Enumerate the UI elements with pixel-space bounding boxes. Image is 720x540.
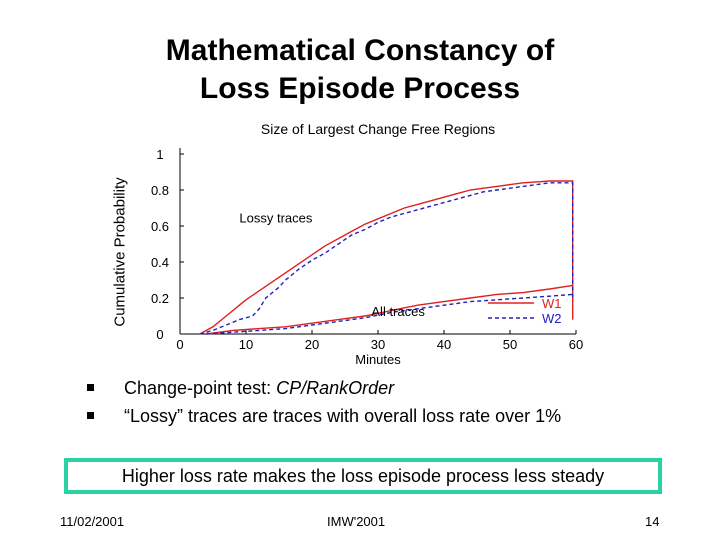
x-axis-label: Minutes [355, 352, 401, 367]
footer-venue: IMW'2001 [327, 514, 386, 529]
series-line-w1-all [206, 284, 573, 335]
series-line-w2-all [206, 293, 573, 335]
bullet-item-2: “Lossy” traces are traces with overall l… [84, 404, 704, 432]
y-tick-label-0: 0 [156, 327, 163, 342]
bullet-item-1: Change-point test: CP/RankOrder [84, 376, 704, 404]
y-axis-label: Cumulative Probability [111, 177, 129, 327]
y-tick-label-3: 0.6 [151, 219, 169, 234]
annotation-0: Lossy traces [239, 210, 312, 225]
chart-title: Size of Largest Change Free Regions [261, 121, 495, 137]
bullet-2-text: “Lossy” traces are traces with overall l… [124, 406, 562, 426]
x-tick-label-5: 50 [503, 337, 517, 352]
x-tick-label-1: 10 [239, 337, 253, 352]
footer-page-number: 14 [645, 514, 660, 529]
callout-text: Higher loss rate makes the loss episode … [121, 466, 605, 486]
x-tick-label-4: 40 [437, 337, 451, 352]
bullet-square-icon [87, 384, 94, 391]
legend-label-w1: W1 [542, 296, 562, 311]
bullet-list: Change-point test: CP/RankOrder “Lossy” … [84, 376, 704, 432]
x-tick-label-6: 60 [569, 337, 583, 352]
y-tick-label-4: 0.8 [151, 183, 169, 198]
footer-date: 11/02/2001 [60, 514, 125, 529]
x-tick-label-0: 0 [176, 337, 183, 352]
legend-label-w2: W2 [542, 311, 562, 326]
series-line-w1-lossy [199, 180, 574, 335]
x-tick-label-2: 20 [305, 337, 319, 352]
bullet-1-italic: CP/RankOrder [276, 378, 395, 398]
callout-box: Higher loss rate makes the loss episode … [64, 458, 662, 494]
y-tick-label-1: 0.2 [151, 291, 169, 306]
cdf-chart: Size of Largest Change Free Regions 0 0.2 0… [151, 121, 583, 367]
title-line-1: Mathematical Constancy of [165, 34, 555, 67]
bullet-square-icon [87, 412, 94, 419]
y-tick-label-2: 0.4 [151, 255, 169, 270]
annotation-1: All traces [371, 304, 425, 319]
x-tick-label-3: 30 [371, 337, 385, 352]
bullet-1-text: Change-point test: [124, 378, 277, 398]
title-line-2: Loss Episode Process [199, 72, 521, 105]
y-axis-label-box: Cumulative Probability [108, 152, 132, 352]
slide-title: Mathematical Constancy of Loss Episode P… [0, 32, 720, 108]
y-tick-label-5: 1 [156, 147, 163, 162]
